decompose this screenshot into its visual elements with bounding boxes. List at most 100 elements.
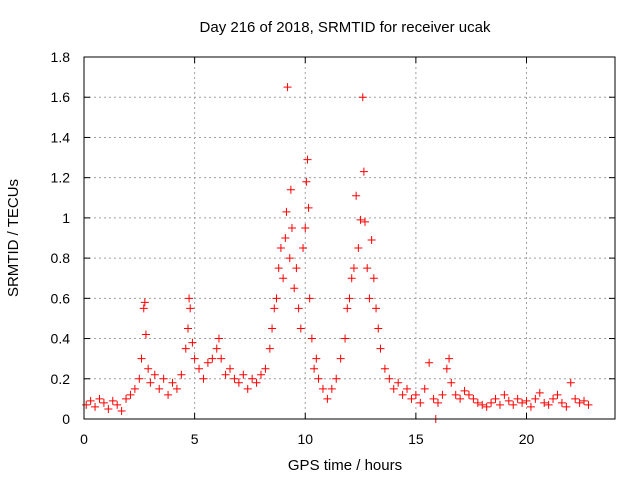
data-point [208,354,217,363]
x-tick-label: 0 [80,431,88,447]
data-point [584,400,593,409]
data-point [336,354,345,363]
data-point [526,402,535,411]
data-point [365,294,374,303]
data-point [290,284,299,293]
y-tick-label: 0.4 [51,331,71,347]
data-point [557,398,566,407]
data-point [135,374,144,383]
data-point [172,384,181,393]
data-point [181,344,190,353]
data-point [434,398,442,407]
data-points [82,83,593,423]
data-point [122,394,131,403]
data-point [416,398,425,407]
data-point [150,370,159,379]
data-point [407,394,416,403]
data-point [286,185,295,194]
data-point [429,394,438,403]
data-point [212,344,221,353]
x-axis-label: GPS time / hours [288,457,402,474]
data-point [535,388,544,397]
data-point [294,304,303,313]
data-point [99,398,108,407]
data-point [374,324,383,333]
data-point [141,330,150,339]
data-point [268,324,277,333]
data-point [518,398,527,407]
data-point [139,304,148,313]
data-point [270,304,279,313]
data-point [438,390,447,399]
data-point [314,374,323,383]
data-point [323,394,332,403]
y-tick-label: 1.4 [51,129,71,145]
data-point [509,400,518,409]
data-point [531,394,540,403]
data-point [345,294,354,303]
data-point [186,304,195,313]
data-point [495,400,504,409]
data-point [279,274,288,283]
data-point [310,364,319,373]
data-point [544,400,553,409]
data-point [380,364,389,373]
data-point [221,370,230,379]
y-tick-label: 1 [62,210,70,226]
chart-title: Day 216 of 2018, SRMTID for receiver uca… [200,19,491,36]
data-point [318,384,327,393]
data-point [292,264,301,273]
data-point [234,378,243,387]
data-point [445,354,454,363]
data-point [299,244,308,253]
axis-ticks [83,56,615,420]
data-point [265,344,274,353]
data-point [304,203,313,212]
data-point [385,374,394,383]
data-point [144,364,153,373]
data-point [553,390,562,399]
data-point [451,390,460,399]
data-point [327,384,336,393]
data-point [302,177,311,186]
data-point [195,364,204,373]
data-point [140,298,149,307]
data-point [478,400,487,409]
data-point [360,217,369,226]
data-point [464,390,473,399]
data-point [420,384,429,393]
data-point [282,207,291,216]
data-point [285,254,294,263]
data-point [248,374,257,383]
data-point [575,398,584,407]
data-point [332,374,341,383]
data-point [349,264,358,273]
data-point [347,274,356,283]
data-point [276,244,285,253]
data-point [460,386,469,395]
data-point [580,396,589,405]
data-point [376,344,385,353]
data-point [571,394,580,403]
data-point [287,223,296,232]
data-point [168,378,177,387]
data-point [274,264,283,273]
data-point [425,358,434,367]
data-point [272,294,281,303]
data-point [185,294,194,303]
data-point [252,378,261,387]
data-point [155,384,164,393]
data-point [95,394,104,403]
data-point [398,390,407,399]
data-point [146,378,155,387]
data-point [239,370,248,379]
data-point [359,167,368,176]
data-point [367,236,376,245]
data-point [261,364,270,373]
data-point [456,394,465,403]
data-point [482,402,491,411]
data-point [372,304,381,313]
data-point [296,324,305,333]
